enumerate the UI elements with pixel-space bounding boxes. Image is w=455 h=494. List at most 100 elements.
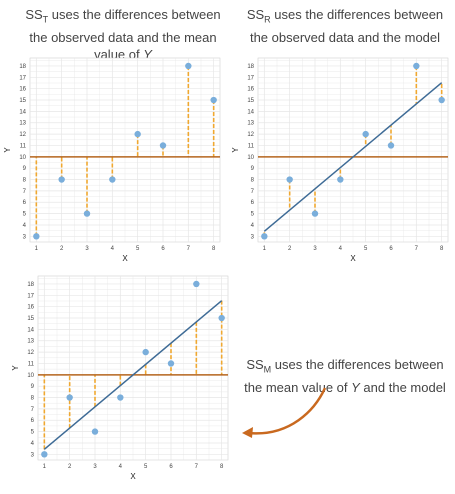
y-tick-label: 12 <box>247 132 254 138</box>
y-tick-label: 17 <box>27 293 34 299</box>
y-tick-label: 16 <box>27 305 34 311</box>
x-axis-label: X <box>130 472 136 481</box>
x-tick-label: 1 <box>35 246 39 252</box>
data-point <box>438 96 445 104</box>
y-tick-label: 16 <box>19 87 26 93</box>
data-point <box>66 394 73 401</box>
x-tick-label: 3 <box>313 246 317 252</box>
y-tick-label: 9 <box>31 384 35 390</box>
caption-ss-r-sub: R <box>264 14 271 25</box>
data-point <box>58 176 65 183</box>
x-tick-label: 6 <box>389 246 393 252</box>
caption-ss-t: SST uses the differences between the obs… <box>18 6 228 63</box>
caption-ss-m: SSM uses the differences between the mea… <box>240 356 450 396</box>
y-tick-label: 14 <box>247 109 254 115</box>
y-axis-label: Y <box>11 365 20 371</box>
data-point <box>33 233 40 240</box>
x-axis-label: X <box>350 254 356 263</box>
x-tick-label: 5 <box>136 246 140 252</box>
x-tick-label: 7 <box>187 246 191 252</box>
x-tick-label: 8 <box>440 246 444 252</box>
data-point <box>83 210 91 217</box>
y-tick-label: 15 <box>27 316 34 322</box>
x-tick-label: 1 <box>43 464 47 470</box>
arrow-curve <box>247 387 327 435</box>
y-tick-label: 12 <box>19 132 26 138</box>
y-tick-label: 5 <box>251 212 255 218</box>
y-tick-label: 9 <box>251 166 255 172</box>
x-tick-label: 8 <box>212 246 216 252</box>
data-point <box>210 96 217 104</box>
caption-ss-r-text: uses the differences between the observe… <box>249 7 444 45</box>
y-tick-label: 5 <box>31 430 35 436</box>
data-point <box>185 62 192 70</box>
y-tick-label: 14 <box>19 109 26 115</box>
y-tick-label: 18 <box>19 64 26 70</box>
caption-ss-t-pre: SS <box>25 7 43 22</box>
y-tick-label: 3 <box>251 234 255 240</box>
x-tick-label: 4 <box>119 464 123 470</box>
caption-ss-t-var: Y <box>143 46 152 62</box>
y-tick-label: 13 <box>247 121 254 127</box>
caption-ss-t-sub: T <box>42 14 49 25</box>
y-axis-label: Y <box>3 147 12 153</box>
x-tick-label: 7 <box>415 246 419 252</box>
y-tick-label: 4 <box>23 223 27 229</box>
y-tick-label: 17 <box>247 75 254 81</box>
y-tick-label: 3 <box>31 452 35 458</box>
x-tick-label: 7 <box>195 464 199 470</box>
y-tick-label: 7 <box>251 189 255 195</box>
caption-ss-r: SSR uses the differences between the obs… <box>240 6 450 46</box>
y-tick-label: 10 <box>247 155 254 161</box>
data-point <box>337 176 344 183</box>
y-tick-label: 15 <box>247 98 254 104</box>
caption-ss-t-text: uses the differences between the observe… <box>29 7 221 62</box>
x-tick-label: 1 <box>263 246 267 252</box>
y-tick-label: 16 <box>247 87 254 93</box>
x-tick-label: 2 <box>288 246 292 252</box>
y-tick-label: 17 <box>19 75 26 81</box>
y-tick-label: 18 <box>27 282 34 288</box>
x-tick-label: 2 <box>68 464 72 470</box>
x-axis-label: X <box>122 254 128 263</box>
data-point <box>91 428 99 435</box>
data-point <box>109 176 116 183</box>
x-tick-label: 5 <box>144 464 148 470</box>
y-tick-label: 13 <box>19 121 26 127</box>
data-point <box>41 451 48 458</box>
y-tick-label: 8 <box>31 396 35 402</box>
y-tick-label: 3 <box>23 234 27 240</box>
x-tick-label: 4 <box>339 246 343 252</box>
y-tick-label: 10 <box>27 373 34 379</box>
data-point <box>362 130 369 138</box>
arrow-head <box>242 427 253 438</box>
y-tick-label: 12 <box>27 350 34 356</box>
x-tick-label: 5 <box>364 246 368 252</box>
caption-ss-r-pre: SS <box>246 7 265 22</box>
data-point <box>311 210 319 217</box>
caption-ss-m-pre: SS <box>246 357 264 372</box>
x-tick-label: 6 <box>169 464 173 470</box>
model-line <box>43 300 223 450</box>
y-tick-label: 4 <box>251 223 255 229</box>
y-tick-label: 9 <box>23 166 27 172</box>
data-point <box>159 142 167 149</box>
y-tick-label: 6 <box>31 418 35 424</box>
caption-ss-m-text-end: and the model <box>359 379 446 395</box>
y-tick-label: 4 <box>31 441 35 447</box>
data-point <box>134 130 141 138</box>
data-point <box>286 176 293 183</box>
y-tick-label: 11 <box>20 143 27 149</box>
y-tick-label: 8 <box>251 178 255 184</box>
data-point <box>117 394 124 401</box>
model-line <box>263 82 443 232</box>
y-tick-label: 6 <box>23 200 27 206</box>
caption-ss-m-var: Y <box>351 379 360 395</box>
data-point <box>142 348 149 356</box>
y-tick-label: 10 <box>19 155 26 161</box>
x-tick-label: 8 <box>220 464 224 470</box>
x-tick-label: 3 <box>85 246 89 252</box>
